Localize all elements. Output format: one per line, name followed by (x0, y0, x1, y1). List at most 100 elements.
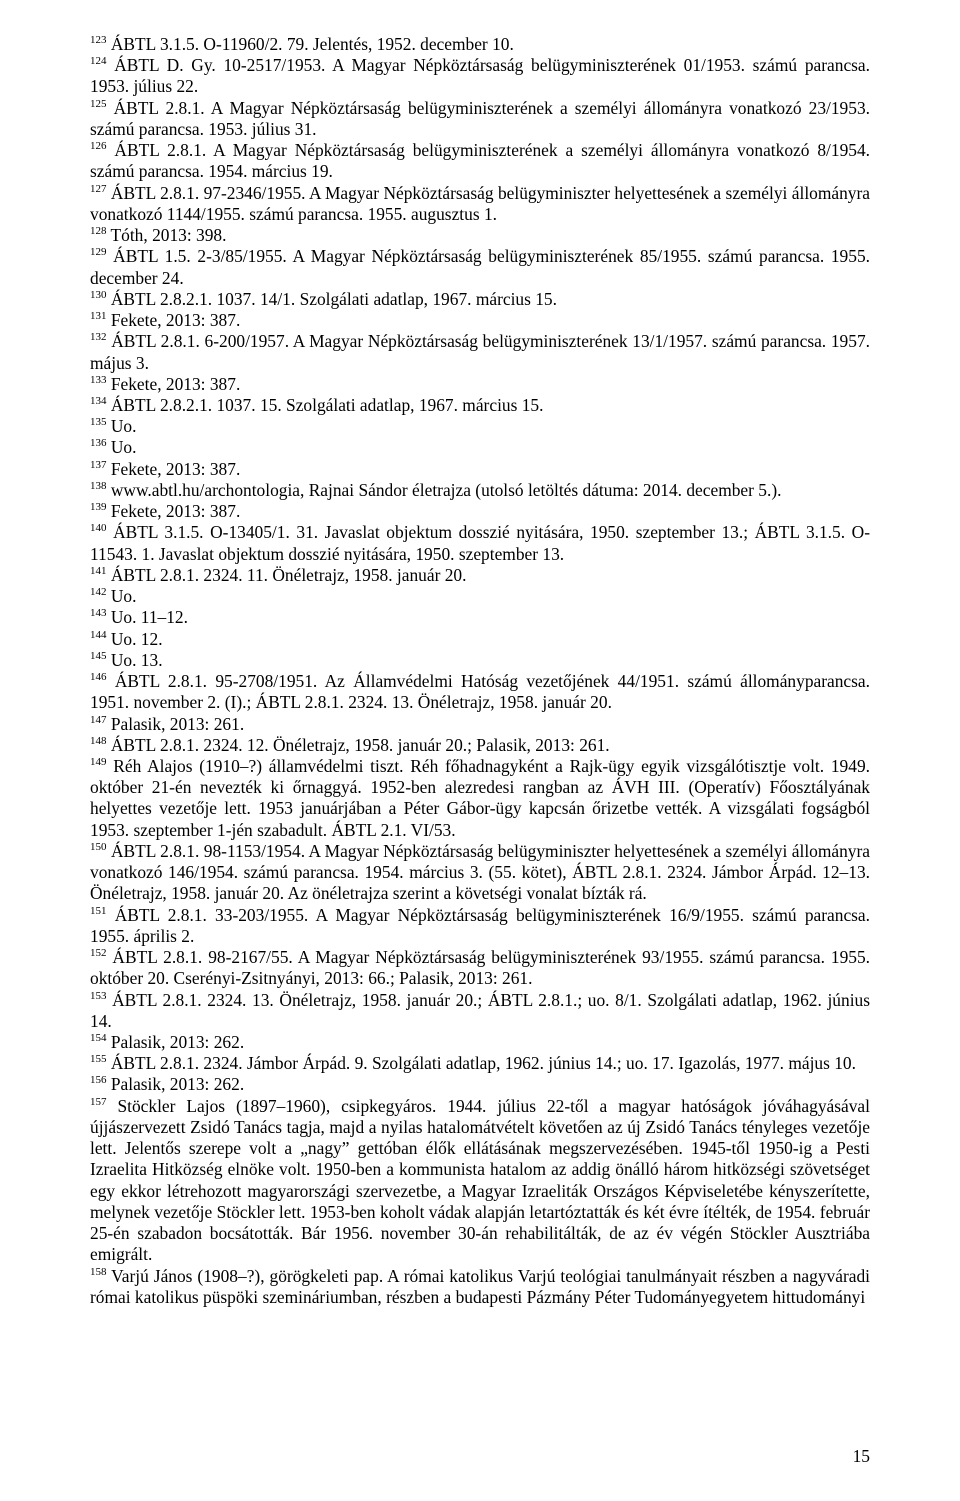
footnote-number: 148 (90, 735, 107, 747)
footnote-number: 152 (90, 947, 107, 959)
page-number: 15 (853, 1446, 870, 1467)
footnote-number: 143 (90, 608, 107, 620)
footnote-number: 125 (90, 98, 107, 110)
footnote-number: 139 (90, 501, 107, 513)
footnote-157: 157 Stöckler Lajos (1897–1960), csipkegy… (90, 1096, 870, 1266)
footnote-text: Fekete, 2013: 387. (107, 374, 241, 394)
footnote-text: ÁBTL 2.8.1. 2324. 12. Önéletrajz, 1958. … (107, 735, 610, 755)
footnote-156: 156 Palasik, 2013: 262. (90, 1074, 870, 1095)
footnote-number: 133 (90, 374, 107, 386)
footnote-text: Tóth, 2013: 398. (107, 225, 227, 245)
footnote-130: 130 ÁBTL 2.8.2.1. 1037. 14/1. Szolgálati… (90, 289, 870, 310)
footnote-135: 135 Uo. (90, 416, 870, 437)
footnote-152: 152 ÁBTL 2.8.1. 98-2167/55. A Magyar Nép… (90, 947, 870, 989)
footnote-number: 136 (90, 438, 107, 450)
footnote-148: 148 ÁBTL 2.8.1. 2324. 12. Önéletrajz, 19… (90, 735, 870, 756)
footnote-text: Varjú János (1908–?), görögkeleti pap. A… (90, 1266, 870, 1307)
footnote-146: 146 ÁBTL 2.8.1. 95-2708/1951. Az Államvé… (90, 671, 870, 713)
footnote-number: 150 (90, 841, 107, 853)
footnote-153: 153 ÁBTL 2.8.1. 2324. 13. Önéletrajz, 19… (90, 990, 870, 1032)
footnote-155: 155 ÁBTL 2.8.1. 2324. Jámbor Árpád. 9. S… (90, 1053, 870, 1074)
footnote-text: Uo. (107, 437, 137, 457)
footnote-151: 151 ÁBTL 2.8.1. 33-203/1955. A Magyar Né… (90, 905, 870, 947)
footnote-number: 146 (90, 671, 107, 683)
footnote-number: 141 (90, 565, 107, 577)
footnote-147: 147 Palasik, 2013: 261. (90, 714, 870, 735)
footnote-text: ÁBTL 2.8.1. 98-1153/1954. A Magyar Népkö… (90, 841, 870, 903)
footnote-text: Palasik, 2013: 262. (107, 1032, 245, 1052)
footnote-text: www.abtl.hu/archontologia, Rajnai Sándor… (107, 480, 782, 500)
footnote-139: 139 Fekete, 2013: 387. (90, 501, 870, 522)
footnote-text: ÁBTL 2.8.1. 33-203/1955. A Magyar Népköz… (90, 905, 870, 946)
footnote-number: 126 (90, 140, 107, 152)
footnote-150: 150 ÁBTL 2.8.1. 98-1153/1954. A Magyar N… (90, 841, 870, 905)
footnote-text: ÁBTL 2.8.1. A Magyar Népköztársaság belü… (90, 140, 870, 181)
footnote-number: 123 (90, 34, 107, 46)
footnote-number: 140 (90, 523, 107, 535)
footnote-number: 129 (90, 247, 107, 259)
footnote-number: 144 (90, 629, 107, 641)
footnote-text: ÁBTL 1.5. 2-3/85/1955. A Magyar Népköztá… (90, 246, 870, 287)
footnote-141: 141 ÁBTL 2.8.1. 2324. 11. Önéletrajz, 19… (90, 565, 870, 586)
footnote-123: 123 ÁBTL 3.1.5. O-11960/2. 79. Jelentés,… (90, 34, 870, 55)
footnote-text: Palasik, 2013: 262. (107, 1074, 245, 1094)
footnote-text: ÁBTL 3.1.5. O-13405/1. 31. Javaslat obje… (90, 522, 870, 563)
footnote-text: Stöckler Lajos (1897–1960), csipkegyáros… (90, 1096, 870, 1265)
footnote-number: 147 (90, 714, 107, 726)
footnote-136: 136 Uo. (90, 437, 870, 458)
footnote-text: Palasik, 2013: 261. (107, 714, 245, 734)
footnote-text: ÁBTL 2.8.2.1. 1037. 15. Szolgálati adatl… (107, 395, 544, 415)
footnote-number: 151 (90, 905, 107, 917)
footnote-140: 140 ÁBTL 3.1.5. O-13405/1. 31. Javaslat … (90, 522, 870, 564)
footnote-text: Uo. 11–12. (107, 607, 188, 627)
footnote-text: ÁBTL 2.8.1. 2324. 13. Önéletrajz, 1958. … (90, 990, 870, 1031)
footnote-text: Réh Alajos (1910–?) államvédelmi tiszt. … (90, 756, 870, 840)
footnote-138: 138 www.abtl.hu/archontologia, Rajnai Sá… (90, 480, 870, 501)
footnote-text: ÁBTL D. Gy. 10-2517/1953. A Magyar Népkö… (90, 55, 870, 96)
footnote-number: 157 (90, 1096, 107, 1108)
footnote-text: Uo. (107, 586, 137, 606)
footnote-number: 156 (90, 1075, 107, 1087)
footnote-text: Fekete, 2013: 387. (107, 310, 241, 330)
footnote-number: 137 (90, 459, 107, 471)
footnote-number: 154 (90, 1032, 107, 1044)
footnote-number: 132 (90, 331, 107, 343)
footnotes-container: 123 ÁBTL 3.1.5. O-11960/2. 79. Jelentés,… (0, 0, 960, 1501)
footnote-128: 128 Tóth, 2013: 398. (90, 225, 870, 246)
footnote-154: 154 Palasik, 2013: 262. (90, 1032, 870, 1053)
footnote-text: Uo. 12. (107, 629, 163, 649)
footnote-text: Fekete, 2013: 387. (107, 459, 241, 479)
footnote-text: ÁBTL 2.8.1. 98-2167/55. A Magyar Népközt… (90, 947, 870, 988)
footnote-145: 145 Uo. 13. (90, 650, 870, 671)
footnote-131: 131 Fekete, 2013: 387. (90, 310, 870, 331)
footnote-text: ÁBTL 3.1.5. O-11960/2. 79. Jelentés, 195… (107, 34, 514, 54)
footnote-text: Uo. (107, 416, 137, 436)
footnote-number: 134 (90, 395, 107, 407)
footnote-number: 153 (90, 990, 107, 1002)
footnote-144: 144 Uo. 12. (90, 629, 870, 650)
footnote-127: 127 ÁBTL 2.8.1. 97-2346/1955. A Magyar N… (90, 183, 870, 225)
footnote-number: 127 (90, 183, 107, 195)
footnote-158: 158 Varjú János (1908–?), görögkeleti pa… (90, 1266, 870, 1308)
footnote-text: ÁBTL 2.8.1. A Magyar Népköztársaság belü… (90, 98, 870, 139)
footnote-number: 142 (90, 586, 107, 598)
footnote-134: 134 ÁBTL 2.8.2.1. 1037. 15. Szolgálati a… (90, 395, 870, 416)
footnote-143: 143 Uo. 11–12. (90, 607, 870, 628)
footnote-text: Uo. 13. (107, 650, 163, 670)
footnote-137: 137 Fekete, 2013: 387. (90, 459, 870, 480)
footnote-number: 155 (90, 1053, 107, 1065)
footnote-number: 124 (90, 55, 107, 67)
footnote-number: 130 (90, 289, 107, 301)
footnote-text: Fekete, 2013: 387. (107, 501, 241, 521)
footnote-number: 131 (90, 310, 107, 322)
footnote-133: 133 Fekete, 2013: 387. (90, 374, 870, 395)
footnote-number: 138 (90, 480, 107, 492)
footnote-text: ÁBTL 2.8.1. 97-2346/1955. A Magyar Népkö… (90, 183, 870, 224)
footnote-text: ÁBTL 2.8.1. 6-200/1957. A Magyar Népközt… (90, 331, 870, 372)
footnote-number: 145 (90, 650, 107, 662)
footnote-text: ÁBTL 2.8.1. 95-2708/1951. Az Államvédelm… (90, 671, 870, 712)
footnote-129: 129 ÁBTL 1.5. 2-3/85/1955. A Magyar Népk… (90, 246, 870, 288)
footnote-text: ÁBTL 2.8.1. 2324. Jámbor Árpád. 9. Szolg… (107, 1053, 856, 1073)
footnote-text: ÁBTL 2.8.2.1. 1037. 14/1. Szolgálati ada… (107, 289, 557, 309)
footnote-149: 149 Réh Alajos (1910–?) államvédelmi tis… (90, 756, 870, 841)
